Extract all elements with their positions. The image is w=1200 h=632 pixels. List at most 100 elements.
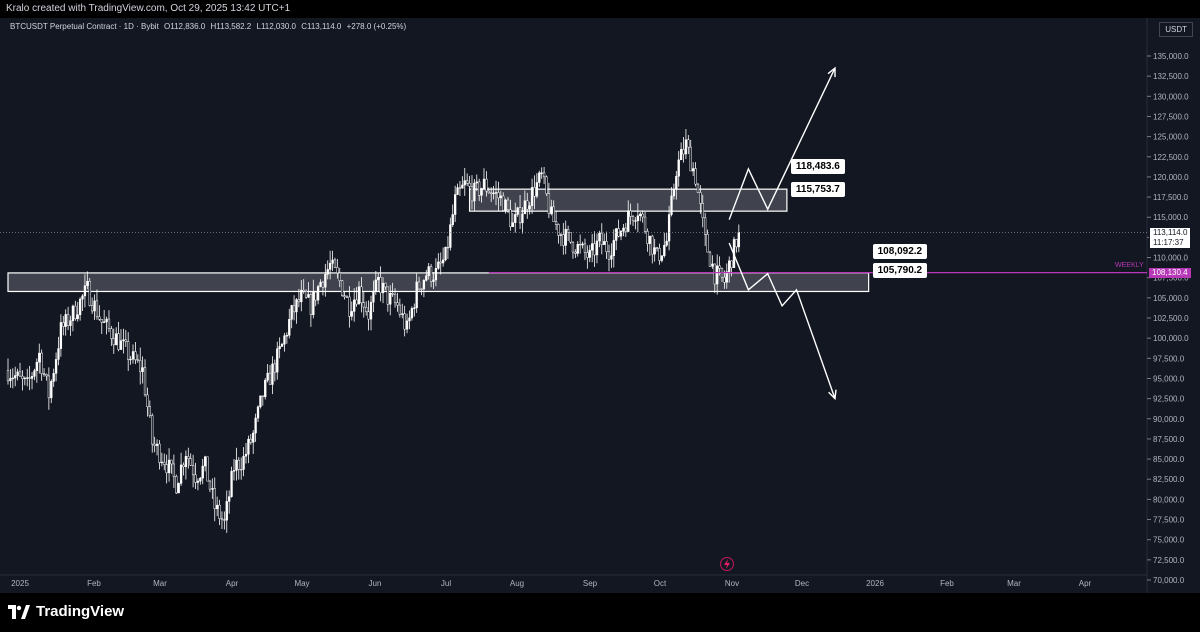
candle-body [182,464,185,468]
candle-body [357,286,361,305]
candle-body [268,372,272,385]
candle-body [434,268,438,281]
candle-body [655,247,659,249]
x-tick-label: Aug [510,579,524,588]
candle-body [167,459,171,474]
y-tick-label: 70,000.0 [1153,576,1185,585]
candle-body [441,259,445,264]
candle-body [81,295,84,300]
candle-body [141,367,144,372]
candle-body [184,456,188,468]
candle-body [403,313,406,330]
candle-body [42,373,46,375]
candle-body [312,291,315,316]
candle-body [103,321,106,323]
x-tick-label: Jul [441,579,451,588]
candle-body [480,188,483,196]
candle-body [591,243,594,251]
tradingview-logo[interactable]: TradingView [8,603,124,620]
candle-body [581,243,584,246]
candle-body [639,213,642,217]
candle-body [321,281,325,288]
candle-body [292,305,296,313]
candle-body [124,339,127,342]
candle-body [136,359,139,361]
candle-body [201,465,204,479]
candle-body [297,299,301,303]
candle-body [579,243,582,246]
candle-body [451,214,454,225]
candle-body [518,207,522,224]
x-tick-label: 2025 [11,579,29,588]
candle-body [266,372,269,381]
candle-body [658,248,661,261]
candle-body [307,294,310,298]
candle-body [713,263,716,285]
x-tick-label: Nov [725,579,739,588]
candle-body [381,282,385,294]
candle-body [704,217,707,235]
candle-body [194,474,197,483]
y-tick-label: 80,000.0 [1153,495,1185,504]
candle-body [240,468,243,471]
author-line: Kralo created with TradingView.com, Oct … [0,0,1200,18]
candle-body [119,340,123,350]
candle-body [271,363,274,385]
candle-body [153,443,156,446]
candle-body [694,168,697,185]
candle-body [595,240,599,256]
candle-body [535,182,539,197]
candle-body [437,261,440,269]
candle-body [83,285,87,297]
projection-path [728,67,836,220]
symbol-info: BTCUSDT Perpetual Contract · 1D · Bybit … [10,22,409,31]
candle-body [410,308,414,319]
candle-body [127,341,130,360]
y-tick-label: 115,000.0 [1153,213,1189,222]
candle-body [249,438,252,443]
candle-body [417,281,421,290]
candle-body [26,377,29,379]
candle-body [691,168,695,172]
currency-selector[interactable]: USDT [1159,22,1193,37]
candle-body [252,432,255,443]
candle-body [386,286,389,305]
candle-body [362,302,365,308]
candle-body [687,139,690,148]
candle-body [78,298,82,316]
ohlc-change: +278.0 (+0.25%) [346,22,407,31]
candle-body [122,339,125,341]
candle-body [57,348,60,360]
candle-body [112,338,115,346]
candle-body [538,172,541,183]
candle-body [196,480,200,483]
candle-body [295,299,298,313]
candle-body [684,139,688,155]
candle-body [466,180,469,184]
candle-body [631,216,635,222]
candle-body [16,371,19,376]
candle-body [528,205,531,210]
candle-body [393,293,397,303]
candle-body [189,458,192,466]
candle-body [38,352,41,363]
candle-body [588,249,591,258]
candle-body [319,281,322,287]
price-axis: 135,000.0 132,500.0 130,000.0 127,500.0 125,… [1147,52,1189,585]
ohlc-low: L112,030.0 [256,22,296,31]
candle-body [343,295,346,298]
candle-body [689,146,692,172]
candle-body [523,200,527,215]
lightning-icon[interactable] [720,557,734,571]
candle-body [401,313,404,315]
candle-body [725,271,728,283]
candle-body [345,296,349,298]
candle-body [14,375,17,379]
candle-body [723,276,726,283]
candle-body [607,251,611,260]
candle-body [105,318,108,323]
candle-body [730,260,733,268]
candle-body [30,376,34,379]
chart-canvas[interactable]: 135,000.0 132,500.0 130,000.0 127,500.0 125,… [0,18,1200,593]
candle-body [93,300,96,312]
